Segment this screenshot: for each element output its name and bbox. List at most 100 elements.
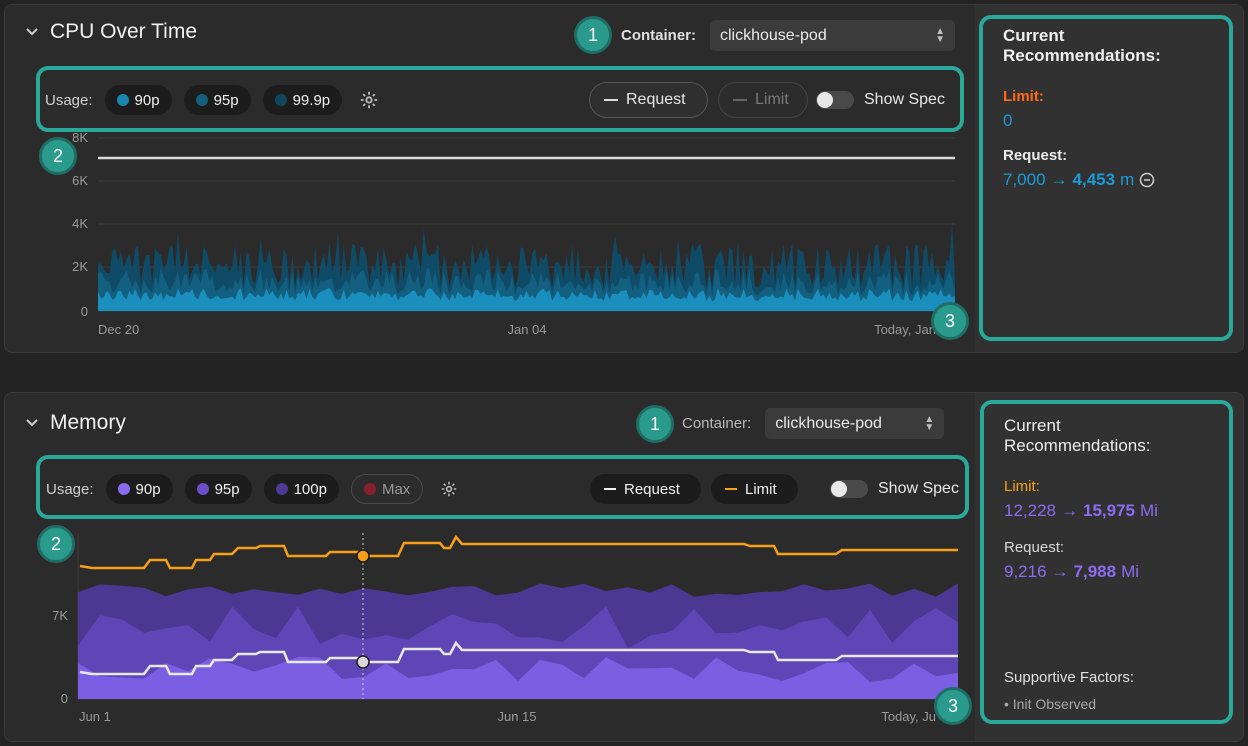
supportive-factor-text: Init Observed: [1012, 696, 1097, 712]
memory-max-toggle[interactable]: Max: [350, 474, 424, 504]
usage-label: Usage:: [45, 91, 93, 109]
series-dot-icon: [196, 483, 209, 495]
button-label: Request: [626, 91, 686, 108]
memory-recommendations: Current Recommendations: Limit: 12,228 →…: [1004, 416, 1214, 716]
limit-label: Limit:: [1004, 478, 1040, 495]
cpu-usage-95p[interactable]: 95p: [183, 85, 251, 115]
request-label: Request:: [1004, 539, 1065, 556]
container-select-value: clickhouse-pod: [720, 26, 827, 44]
memory-request-toggle-button[interactable]: Request: [590, 474, 701, 504]
series-dot-icon: [195, 94, 208, 106]
memory-usage-controls: Usage: 90p 95p 100p Max: [46, 474, 463, 504]
cpu-99-9p-area: [98, 223, 955, 311]
recommendations-heading: Current Recommendations:: [1003, 26, 1161, 65]
cpu-recommendations: Current Recommendations: Limit: 0 Reques…: [1003, 26, 1203, 190]
chevron-down-icon[interactable]: [24, 415, 40, 431]
request-from: 9,216: [1004, 562, 1047, 581]
y-tick-label: 0: [61, 691, 68, 706]
memory-title: Memory: [50, 411, 126, 434]
request-value: 9,216 → 7,988 Mi: [1004, 562, 1214, 582]
y-tick-label: 6K: [72, 173, 88, 188]
request-to: 4,453: [1072, 170, 1116, 189]
cpu-90p-area: [98, 288, 955, 311]
container-label: Container:: [682, 415, 752, 432]
pill-label: 90p: [134, 91, 160, 109]
cpu-spec-controls: Request Limit Show Spec: [589, 82, 945, 118]
request-line-icon: [604, 99, 618, 101]
request-unit: m: [1120, 170, 1135, 189]
series-dot-icon: [363, 483, 376, 495]
container-select-value: clickhouse-pod: [775, 414, 882, 432]
cpu-limit-toggle-button[interactable]: Limit: [718, 82, 808, 118]
cpu-container-select[interactable]: clickhouse-pod ▲ ▼: [710, 20, 955, 51]
series-dot-icon: [274, 94, 287, 106]
gear-icon[interactable]: [441, 481, 457, 497]
limit-hover-marker: [356, 549, 370, 563]
arrow-icon: →: [1051, 562, 1069, 581]
minus-circle-icon[interactable]: [1139, 172, 1155, 188]
memory-panel-header[interactable]: Memory: [24, 411, 126, 435]
cpu-container-selector: Container: clickhouse-pod ▲ ▼: [621, 20, 955, 51]
limit-line-icon: [725, 488, 737, 490]
x-tick-label: Jan 04: [507, 322, 546, 337]
memory-recommendations-panel: [975, 393, 1243, 741]
memory-limit-line: [79, 534, 958, 570]
callout-badge-3: 3: [934, 687, 972, 725]
cpu-recommendations-panel: [975, 5, 1243, 352]
limit-value: 12,228 → 15,975 Mi: [1004, 501, 1214, 521]
show-spec-label: Show Spec: [864, 91, 945, 108]
cpu-title: CPU Over Time: [50, 20, 198, 43]
cpu-panel-header[interactable]: CPU Over Time: [24, 20, 197, 44]
supportive-factors-label: Supportive Factors:: [1004, 669, 1135, 686]
cpu-chart: 8K 6K 4K 2K 0 Dec 20 Jan 04 Today, Jan: [72, 130, 955, 337]
memory-limit-toggle-button[interactable]: Limit: [711, 474, 798, 504]
memory-container-selector: Container: clickhouse-pod ▲ ▼: [682, 408, 945, 439]
request-value: 7,000 → 4,453 m: [1003, 170, 1203, 190]
limit-from: 12,228: [1004, 501, 1056, 520]
x-tick-label: Dec 20: [98, 322, 139, 337]
cpu-show-spec-toggle[interactable]: [816, 91, 854, 109]
request-from: 7,000: [1003, 170, 1046, 189]
memory-usage-90p[interactable]: 90p: [105, 474, 173, 504]
limit-label: Limit:: [1003, 88, 1044, 105]
cpu-usage-99-9p[interactable]: 99.9p: [262, 85, 343, 115]
button-label: Limit: [745, 480, 777, 498]
limit-to: 15,975: [1083, 501, 1135, 520]
cpu-recommendations-highlight: [979, 15, 1233, 341]
request-to: 7,988: [1073, 562, 1117, 581]
limit-unit: Mi: [1140, 501, 1158, 520]
cpu-usage-90p[interactable]: 90p: [104, 85, 172, 115]
select-caret-icon: ▲ ▼: [935, 25, 945, 45]
pill-label: 90p: [135, 480, 161, 498]
memory-request-line: [79, 640, 958, 676]
arrow-icon: →: [1050, 170, 1068, 189]
pill-label: 100p: [293, 480, 327, 498]
memory-90p-area: [78, 656, 958, 699]
memory-controls-highlight: [36, 455, 969, 519]
usage-label: Usage:: [46, 480, 94, 498]
series-dot-icon: [117, 483, 130, 495]
cpu-request-toggle-button[interactable]: Request: [589, 82, 708, 118]
show-spec-label: Show Spec: [878, 480, 959, 497]
x-tick-label: Today, Jan: [874, 322, 936, 337]
memory-chart: 7K 0 Jun 1 Jun 15 Today, Ju: [52, 533, 958, 724]
callout-badge-1: 1: [636, 405, 674, 443]
memory-show-spec-toggle[interactable]: [830, 480, 868, 498]
memory-container-select[interactable]: clickhouse-pod ▲ ▼: [765, 408, 945, 439]
pill-label: 95p: [214, 480, 240, 498]
x-tick-label: Jun 15: [497, 709, 536, 724]
memory-usage-100p[interactable]: 100p: [263, 474, 339, 504]
gear-icon[interactable]: [360, 91, 378, 109]
series-dot-icon: [116, 94, 129, 106]
memory-usage-95p[interactable]: 95p: [184, 474, 252, 504]
callout-badge-3: 3: [931, 302, 969, 340]
arrow-icon: →: [1061, 501, 1078, 520]
select-caret-icon: ▲ ▼: [924, 413, 935, 433]
button-label: Request: [624, 480, 680, 498]
series-dot-icon: [275, 483, 288, 495]
memory-spec-controls: Request Limit Show Spec: [590, 474, 959, 504]
limit-line-icon: [733, 99, 747, 101]
pill-label: 95p: [213, 91, 239, 109]
supportive-factor-item: • Init Observed: [1004, 696, 1097, 712]
chevron-down-icon[interactable]: [24, 24, 40, 40]
